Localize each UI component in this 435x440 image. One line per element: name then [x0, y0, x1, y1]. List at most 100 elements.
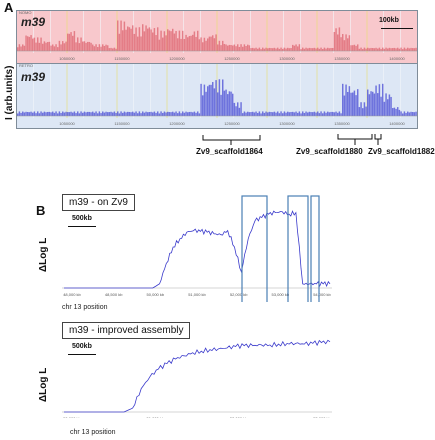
track-top-bar	[190, 35, 192, 51]
track-top-bar	[248, 45, 251, 51]
track-top-bar	[192, 34, 194, 51]
track-top-bar	[348, 35, 351, 51]
track-top-bar	[48, 41, 51, 51]
track-bottom-bar	[368, 94, 371, 116]
track-top-bar	[408, 48, 411, 51]
plot-b1-highlight-box	[287, 195, 309, 302]
track-bottom-bar	[298, 111, 301, 116]
track-top-bar	[113, 47, 116, 51]
track-top-bar	[260, 49, 262, 51]
track-top-bar	[412, 48, 414, 51]
track-bottom-bar	[142, 111, 144, 116]
track-top-bar	[255, 47, 257, 51]
track-bottom-bar	[18, 111, 21, 116]
track-bottom-bar	[252, 111, 254, 116]
track-bottom-bar	[62, 111, 64, 116]
track-bottom-bar	[85, 112, 87, 116]
track-top-bar	[233, 44, 236, 51]
track-top-bar	[253, 48, 256, 51]
track-top-bar	[302, 47, 304, 51]
track-bottom-bar	[325, 112, 327, 116]
track-bottom-bar	[243, 111, 246, 116]
track-bottom-bar	[112, 112, 114, 116]
track-bottom-bar	[100, 113, 102, 116]
track-top-bar	[360, 47, 362, 51]
track-top-tick-label: 1200000	[169, 56, 185, 61]
track-top-bar	[305, 47, 307, 51]
track-top-bar	[37, 37, 39, 51]
track-bottom-bar	[90, 112, 92, 116]
track-bottom-bar	[405, 112, 407, 116]
track-bottom-chart: 1050000 1150000 1200000 1250000 1300000 13500…	[17, 64, 417, 128]
track-bottom-bar	[122, 112, 124, 116]
track-bottom-bar	[113, 111, 116, 116]
track-bottom-bar	[88, 111, 91, 116]
track-top-bar	[413, 48, 416, 51]
track-top-bar	[250, 48, 252, 51]
track-bottom-bar	[48, 111, 51, 116]
track-top-bar	[390, 48, 392, 51]
track-top-bar	[38, 42, 41, 51]
track-bottom-bar	[68, 112, 71, 116]
track-bottom-bar	[163, 111, 166, 116]
track-bottom-bar	[262, 111, 264, 116]
track-top-bar	[315, 48, 317, 51]
track-top-bar	[288, 48, 291, 51]
plot-b1-title: m39 - on Zv9	[62, 194, 135, 211]
track-bottom-bar	[310, 112, 312, 116]
track-top-bar	[43, 41, 46, 51]
scaffold-label-1880: Zv9_scaffold1880	[296, 147, 363, 156]
track-top-bar	[415, 47, 417, 51]
track-bottom-bar	[303, 112, 306, 116]
track-bottom-bar	[370, 91, 372, 116]
track-top-bar	[127, 26, 129, 51]
track-bottom-bar	[365, 106, 367, 116]
track-bottom-bar	[220, 94, 222, 116]
track-bottom-bar	[37, 111, 39, 116]
plot-b1: 48,000 kb 48,500 kb 50,000 kb 51,000 kb 52,0…	[62, 194, 332, 302]
track-top-bar	[327, 47, 329, 51]
track-top-tick-label: 1400000	[389, 56, 405, 61]
track-top-bar	[158, 39, 161, 51]
track-bottom-bar	[183, 112, 186, 116]
track-bottom-bar	[288, 112, 291, 116]
track-top-bar	[383, 48, 386, 51]
scaffold-label-1882: Zv9_scaffold1882	[368, 147, 435, 156]
track-bottom-bar	[70, 111, 72, 116]
track-bottom-bar	[320, 111, 322, 116]
track-bottom-bar	[158, 113, 161, 116]
track-top-bar	[353, 44, 356, 51]
plot-b2-chart: 50,000 kb 51,000 kb 52,000 kb 53,000 kb	[62, 339, 332, 418]
track-top-bar	[207, 38, 209, 51]
track-top-bar	[313, 47, 316, 51]
track-bottom-bar	[338, 111, 341, 116]
track-top-bar	[163, 31, 166, 51]
track-top-bar	[135, 27, 137, 51]
track-top-bar	[125, 29, 127, 51]
track-top-tick-label: 1250000	[224, 56, 240, 61]
track-top-bar	[97, 47, 99, 51]
track-bottom-bar	[92, 111, 94, 116]
track-top-bar	[202, 42, 204, 51]
track-bottom-bar	[167, 111, 169, 116]
track-bottom-bar	[308, 111, 311, 116]
track-top-bar	[33, 37, 36, 51]
track-bottom-bar	[317, 111, 319, 116]
track-bottom-bar	[300, 113, 302, 116]
track-bottom-bar	[382, 83, 384, 116]
track-bottom-bar	[47, 111, 49, 116]
track-bottom-bar	[402, 113, 404, 116]
track-bottom-bar	[247, 111, 249, 116]
track-top-bar	[223, 43, 226, 51]
track-top-bar	[278, 48, 281, 51]
track-top-bar	[358, 48, 361, 51]
track-bottom-bar	[83, 111, 86, 116]
track-bottom-bar	[28, 112, 31, 116]
track-bottom-bar	[195, 112, 197, 116]
track-bottom-bar	[30, 111, 32, 116]
track-top-bar	[343, 40, 346, 51]
track-top-bar	[363, 47, 366, 51]
track-bottom-bar	[178, 111, 181, 116]
track-top-bar	[182, 30, 184, 51]
track-bottom-bar	[87, 111, 89, 116]
